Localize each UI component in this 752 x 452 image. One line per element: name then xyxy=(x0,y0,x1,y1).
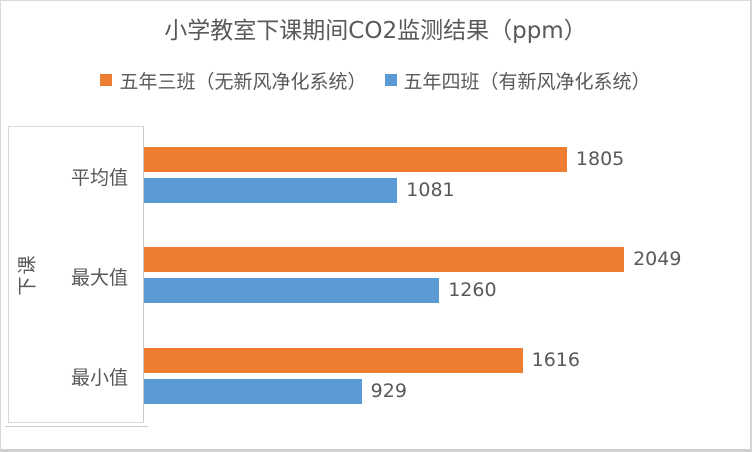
bar-value-label: 2049 xyxy=(633,248,682,271)
bar-row-3: 最小值 1616 929 xyxy=(1,327,750,427)
bar-series2 xyxy=(144,278,440,304)
legend-item-series1: 五年三班（无新风净化系统） xyxy=(100,67,367,94)
category-label: 最小值 xyxy=(70,367,128,390)
legend-label-series1: 五年三班（无新风净化系统） xyxy=(119,70,367,93)
category-label: 平均值 xyxy=(70,166,128,189)
bar-rows: 平均值 1805 1081 最大值 2049 1260 最小值 1616 929 xyxy=(1,126,750,427)
bar-value-label: 1805 xyxy=(575,148,625,170)
legend: 五年三班（无新风净化系统） 五年四班（有新风净化系统） xyxy=(1,67,750,93)
category-axis-line xyxy=(5,426,148,427)
bar-value-label: 1260 xyxy=(448,279,497,302)
category-axis-box xyxy=(8,126,144,423)
bar-row-2: 最大值 2049 1260 xyxy=(1,226,750,326)
bar-series1 xyxy=(144,147,567,172)
category-label: 最大值 xyxy=(70,266,128,289)
bar-value-label: 1616 xyxy=(531,348,580,371)
legend-swatch-series2-icon xyxy=(384,74,397,86)
legend-label-series2: 五年四班（有新风净化系统） xyxy=(403,70,651,93)
bar-series2 xyxy=(144,178,398,203)
bar-value-label: 929 xyxy=(370,379,407,402)
legend-swatch-series1-icon xyxy=(100,74,113,86)
bar-row-1: 平均值 1805 1081 xyxy=(1,126,750,226)
bar-value-label: 1081 xyxy=(406,179,455,201)
chart-title: 小学教室下课期间CO2监测结果（ppm） xyxy=(164,18,587,44)
bar-series1 xyxy=(144,247,625,273)
legend-item-series2: 五年四班（有新风净化系统） xyxy=(384,67,651,94)
bar-series2 xyxy=(144,378,362,404)
bar-series1 xyxy=(144,347,523,373)
